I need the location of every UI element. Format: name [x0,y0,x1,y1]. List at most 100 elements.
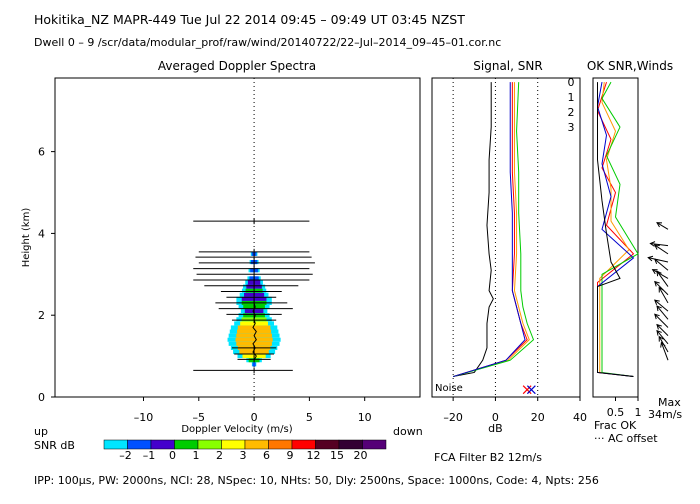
colorbar-level-label: –1 [143,449,156,462]
ok-series-line [601,81,639,378]
snr-series-line [453,82,535,378]
spectrum-band-core [237,329,272,334]
y-tick-label: 6 [38,146,45,159]
colorbar-swatch [174,439,199,450]
colorbar-swatch [291,439,316,450]
legend-entry: 2 [568,106,575,119]
header-file-path: Dwell 0 – 9 /scr/data/modular_prof/raw/w… [34,36,501,49]
colorbar-swatch [127,439,152,450]
ok-series-line [597,82,634,378]
x-tick-label: –10 [134,411,154,424]
snr-series-line [453,82,494,378]
wind-arrow-head [654,313,660,320]
wind-arrow [650,242,669,247]
header-title: Hokitika_NZ MAPR-449 Tue Jul 22 2014 09:… [34,12,465,27]
wind-arrow-head [656,270,662,277]
wind-arrow [648,257,669,263]
ok-series-line [596,81,635,378]
x-tick-label: –5 [193,411,206,424]
wind-arrow [652,269,669,279]
colorbar-level-label: 12 [307,449,321,462]
spectrum-band-core [237,325,271,330]
spectrum-band-core [236,341,272,346]
colorbar-swatch [103,439,128,450]
wind-arrow [654,281,669,296]
wind-arrow-head [656,305,662,312]
wind-arrow-head [656,222,663,228]
footer-params: IPP: 100µs, PW: 2000ns, NCI: 28, NSpec: … [34,474,599,487]
colorbar-level-label: 6 [263,449,270,462]
x-axis-label: Doppler Velocity (m/s) [181,424,292,435]
snr-series-line [453,82,530,378]
legend-entry: 1 [568,91,575,104]
colorbar-level-label: 3 [240,449,247,462]
ok-series-line [596,81,635,378]
wind-arrow-head [656,329,662,336]
snr-series-line [452,82,526,378]
legend-entry: 0 [568,76,575,89]
ac-offset-label: ··· AC offset [594,432,658,445]
wind-arrow [656,305,669,320]
wind-arrow-head [656,323,662,330]
y-axis-label: Height (km) [21,208,32,268]
colorbar-level-label: 0 [169,449,176,462]
y-tick-label: 4 [38,227,45,240]
colorbar-level-label: –2 [119,449,132,462]
wind-arrow [658,287,669,304]
colorbar-level-label: 2 [216,449,223,462]
wind-arrow-head [653,244,660,250]
fca-filter-label: FCA Filter B2 12m/s [434,451,542,464]
x-axis-label: dB [488,422,503,435]
legend-entry: 3 [568,121,575,134]
wind-arrow [654,313,669,328]
wind-arrow [654,299,669,312]
colorbar-level-label: 1 [193,449,200,462]
colorbar-swatch [244,439,269,450]
ok-series-line [599,82,634,378]
colorbar-swatch [268,439,293,450]
snr-panel-title: Signal, SNR [473,59,542,73]
spectrum-band-core [252,362,256,367]
mean-velocity-line [252,298,257,361]
wind-arrow-head [647,255,654,262]
colorbar-down-label: down [393,425,423,438]
max-value: 34m/s [648,408,682,421]
x-tick-label: 10 [358,411,372,424]
wind-arrow-head [654,280,660,287]
snr-colorbar: –2 –1 0 1 2 3 6 9 12 15 20 [103,439,387,462]
spectrum-band-core [240,321,269,326]
spectra-panel: –10 –5 0 5 10 0 2 4 6 Doppler Velocity (m/s) Heigh… [21,77,421,435]
snr-series-line [452,82,528,378]
spectra-frame [54,77,421,398]
wind-arrow-head [653,299,660,305]
wind-arrow [656,330,669,345]
wind-arrow [656,222,669,230]
noise-marker [526,385,536,395]
wind-arrow [656,324,669,337]
x-tick-label: –20 [443,411,463,424]
x-tick-label: 0 [251,411,258,424]
frac-ok-label: Frac OK [594,419,637,432]
colorbar-swatch [150,439,175,450]
series-legend: 0 1 2 3 [568,76,575,134]
wind-arrow-head [658,335,664,342]
colorbar-snr-label: SNR dB [34,439,75,452]
wind-arrow [654,258,669,271]
x-tick-label: 5 [306,411,313,424]
x-tick-label: 0.5 [607,406,625,419]
colorbar-swatch [315,439,340,450]
colorbar-swatch [197,439,222,450]
wind-arrow [654,244,669,255]
ok-panel-title: OK SNR,Winds [587,59,673,73]
x-tick-label: 40 [573,411,587,424]
colorbar-up-label: up [34,425,48,438]
colorbar-level-label: 20 [354,449,368,462]
noise-marker [522,385,532,395]
x-tick-label: 1 [635,406,642,419]
noise-label: Noise [435,383,463,394]
snr-frame [431,77,581,398]
colorbar-swatch [338,439,363,450]
